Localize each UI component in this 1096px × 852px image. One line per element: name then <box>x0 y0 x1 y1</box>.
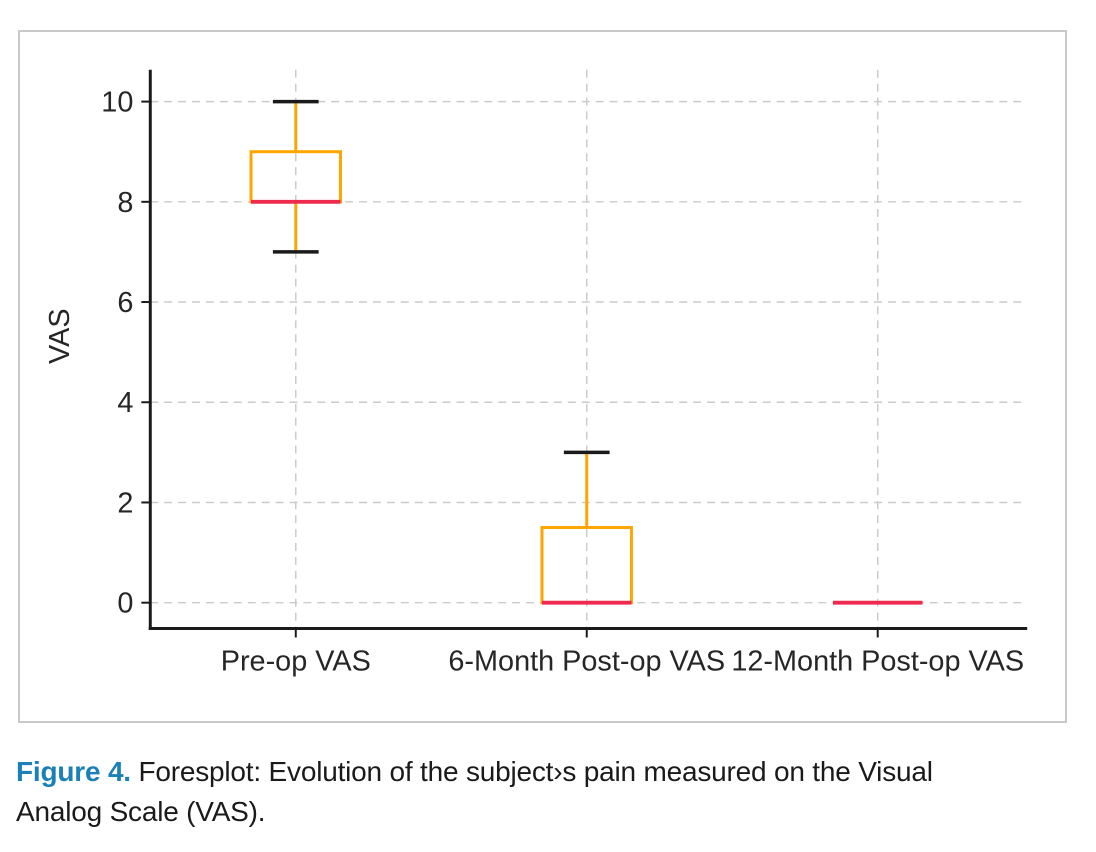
x-tick-label: 6-Month Post-op VAS <box>448 645 725 677</box>
y-tick-label: 10 <box>101 87 133 119</box>
y-axis-title: VAS <box>44 308 76 364</box>
figure-caption: Figure 4. Foresplot: Evolution of the su… <box>16 752 1016 832</box>
x-tick-label: 12-Month Post-op VAS <box>731 645 1024 677</box>
x-tick-label: Pre-op VAS <box>221 645 371 677</box>
y-tick-label: 8 <box>117 187 133 219</box>
y-tick-label: 6 <box>117 287 133 319</box>
y-tick-label: 4 <box>117 387 133 419</box>
figure-panel: 0 2 4 6 8 10 Pre-op VAS 6-Month Post-op VAS 12-M… <box>18 30 1067 723</box>
figure-caption-label: Figure 4. <box>16 756 131 787</box>
boxplot-chart: 0 2 4 6 8 10 Pre-op VAS 6-Month Post-op VAS 12-M… <box>44 69 1028 677</box>
y-tick-label: 0 <box>117 588 133 620</box>
y-tick-label: 2 <box>117 487 133 519</box>
figure-caption-text: Foresplot: Evolution of the subject›s pa… <box>16 756 933 827</box>
